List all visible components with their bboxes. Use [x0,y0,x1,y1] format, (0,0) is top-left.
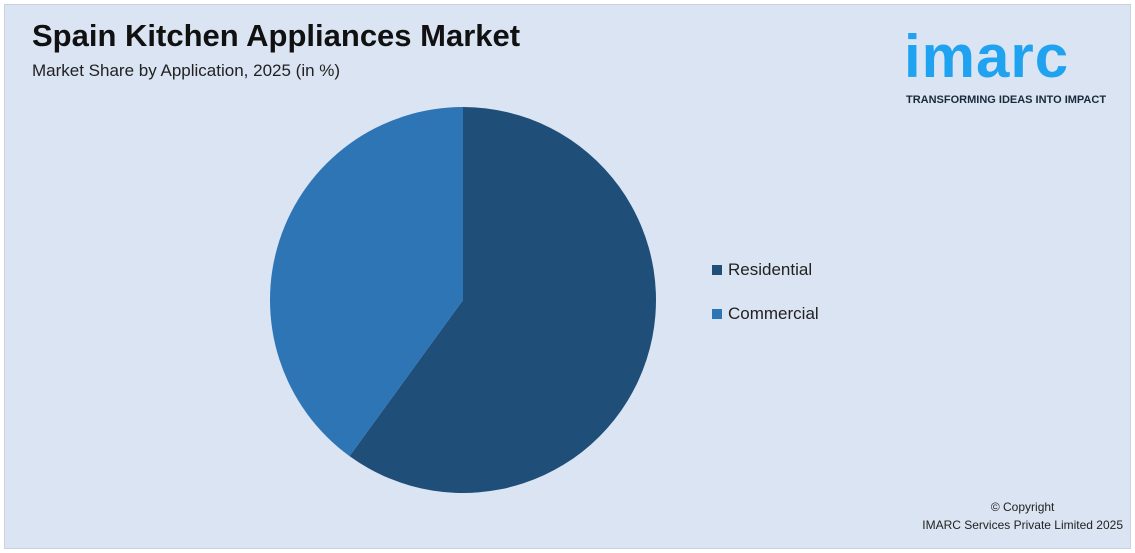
copyright-company: IMARC Services Private Limited 2025 [922,518,1123,532]
legend: Residential Commercial [712,259,819,347]
chart-subtitle: Market Share by Application, 2025 (in %) [32,61,341,80]
legend-swatch [712,309,722,319]
logo-tagline: TRANSFORMING IDEAS INTO IMPACT [906,94,1107,106]
pie-slice-residential [349,107,656,493]
copyright: © Copyright IMARC Services Private Limit… [922,498,1123,534]
pie-slice-commercial [269,107,463,457]
imarc-logo: imarc TRANSFORMING IDEAS INTO IMPACT [904,14,1124,109]
logo-wordmark: imarc [904,23,1070,90]
legend-item-commercial: Commercial [712,303,819,325]
legend-label: Residential [728,260,813,279]
copyright-label: © Copyright [990,500,1055,514]
legend-item-residential: Residential [712,259,819,281]
legend-swatch [712,265,722,275]
legend-label: Commercial [728,304,819,323]
chart-title: Spain Kitchen Appliances Market [32,18,521,53]
